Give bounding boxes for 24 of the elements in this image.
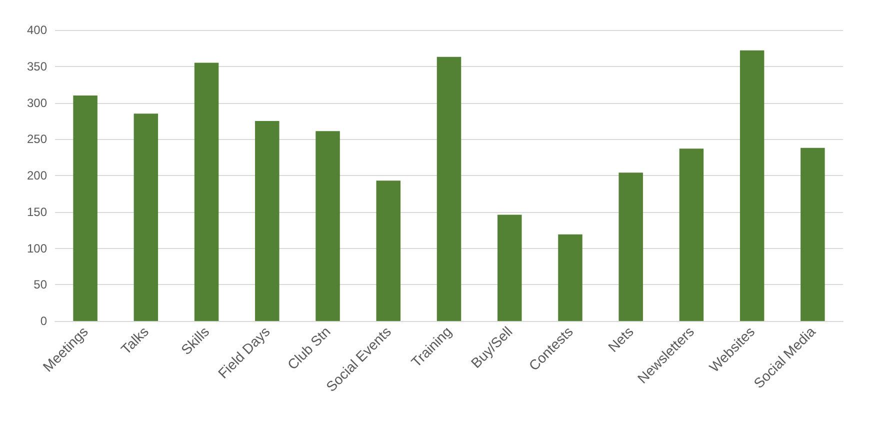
- y-tick-label: 300: [26, 96, 48, 110]
- bar: [376, 180, 401, 321]
- y-tick-label: 200: [26, 168, 48, 182]
- bar: [134, 114, 158, 321]
- bar: [740, 50, 764, 321]
- bar: [255, 120, 280, 321]
- y-tick-label: 0: [40, 314, 48, 328]
- y-tick-label: 250: [26, 132, 48, 146]
- y-tick-label: 350: [26, 59, 48, 74]
- bar: [194, 62, 219, 321]
- y-tick-label: 400: [26, 23, 48, 37]
- bar: [618, 172, 643, 321]
- y-tick-label: 150: [26, 204, 48, 219]
- bar: [800, 148, 825, 321]
- bar: [679, 148, 704, 321]
- y-tick-label: 50: [34, 278, 48, 292]
- bar: [558, 234, 582, 321]
- x-tick-label: Club Stn: [284, 323, 334, 373]
- bar: [497, 214, 522, 321]
- bar: [73, 95, 98, 321]
- x-tick-label: Nets: [604, 323, 637, 355]
- bar: [436, 56, 462, 321]
- bar: [316, 131, 340, 321]
- y-tick-label: 100: [26, 241, 48, 256]
